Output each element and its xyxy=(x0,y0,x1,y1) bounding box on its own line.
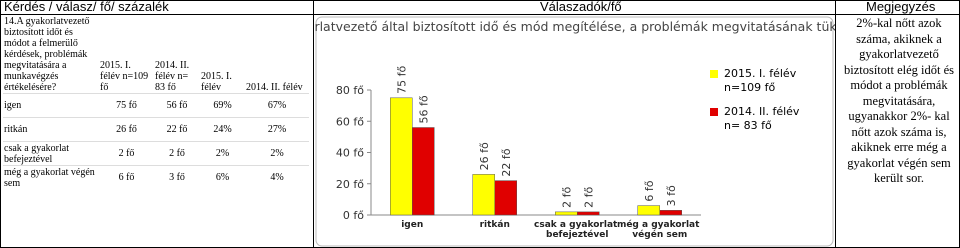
table-cell: ritkán xyxy=(3,117,99,142)
chart: Gyakorlatvezető által biztosított idő és… xyxy=(314,16,835,247)
bar xyxy=(412,127,435,216)
header-cell: 2015. I. félév xyxy=(201,71,232,93)
legend-label: 2014. II. félév n= 83 fő xyxy=(724,105,800,132)
table-row: igen 75 fő 56 fő 69% 67% xyxy=(3,93,309,118)
legend-entry: 2015. I. félév n=109 fő xyxy=(710,67,810,95)
table-cell: 22 fő xyxy=(154,117,200,142)
value-label: 2 fő xyxy=(582,187,595,208)
divider xyxy=(313,0,314,248)
value-label: 26 fő xyxy=(478,142,491,170)
bar xyxy=(577,211,600,216)
table-cell: 3 fő xyxy=(154,165,200,189)
table-cell: 6 fő xyxy=(99,165,154,189)
header-cell: Kérdés / válasz/ fő/ százalék xyxy=(4,0,169,14)
table-cell: 2% xyxy=(200,141,245,166)
table-cell: 2% xyxy=(245,141,309,166)
y-tick-label: 0 fő xyxy=(343,209,364,222)
header-cell: 2014. II. félév n= 83 fő xyxy=(155,60,190,93)
value-label: 22 fő xyxy=(500,148,513,176)
table-cell: 24% xyxy=(200,117,245,142)
y-tick-label: 40 fő xyxy=(336,147,364,160)
table-cell: 4% xyxy=(245,165,309,189)
value-label: 6 fő xyxy=(643,180,656,201)
table-cell: 2 fő xyxy=(99,141,154,166)
table-header-row: 14.A gyakorlatvezető biztosított időt és… xyxy=(3,16,309,94)
divider xyxy=(835,0,836,248)
header-rule xyxy=(0,0,960,15)
legend-swatch xyxy=(710,108,718,116)
y-tick-label: 80 fő xyxy=(336,84,364,97)
value-label: 3 fő xyxy=(665,185,678,206)
y-tick-label: 20 fő xyxy=(336,178,364,191)
header-cell: Válaszadók/fő xyxy=(540,0,622,14)
table-row: csak a gyakorlat befejeztével 2 fő 2 fő 2% 2… xyxy=(3,141,309,166)
value-label: 56 fő xyxy=(417,95,430,123)
legend-entry: 2014. II. félév n= 83 fő xyxy=(710,105,810,133)
table-row: ritkán 26 fő 22 fő 24% 27% xyxy=(3,117,309,142)
bar xyxy=(494,180,517,216)
value-label: 2 fő xyxy=(560,187,573,208)
table-row: még a gyakorlat végén sem 6 fő 3 fő 6% 4% xyxy=(3,165,309,189)
table-cell: 56 fő xyxy=(154,93,200,118)
header-cell: 14.A gyakorlatvezető biztosított időt és… xyxy=(4,16,90,93)
bar xyxy=(555,211,578,216)
x-tick-label: ritkán xyxy=(480,220,510,230)
table-cell: 6% xyxy=(200,165,245,189)
table-cell: 27% xyxy=(245,117,309,142)
note: 2%-kal nőtt azok száma, akiknek a gyakor… xyxy=(843,16,955,185)
x-tick-label: csak a gyakorlat befejeztével xyxy=(534,220,620,240)
table-cell: csak a gyakorlat befejeztével xyxy=(3,141,99,166)
bar xyxy=(659,210,682,216)
value-label: 75 fő xyxy=(395,65,408,93)
table-cell: 67% xyxy=(245,93,309,118)
y-tick-label: 60 fő xyxy=(336,115,364,128)
header-cell: Megjegyzés xyxy=(866,0,936,14)
table-cell: igen xyxy=(3,93,99,118)
header-cell: 2015. I. félév n=109 fő xyxy=(100,60,149,93)
bar xyxy=(637,205,660,216)
chart-frame xyxy=(315,16,834,247)
table-cell: 26 fő xyxy=(99,117,154,142)
table-cell: 2 fő xyxy=(154,141,200,166)
bar xyxy=(472,174,495,216)
x-tick-label: még a gyakorlat végén sem xyxy=(617,219,703,240)
table-cell: 75 fő xyxy=(99,93,154,118)
legend-swatch xyxy=(710,70,718,78)
table-cell: még a gyakorlat végén sem xyxy=(3,165,99,189)
chart-title: Gyakorlatvezető által biztosított idő és… xyxy=(314,19,835,34)
answer-table: 14.A gyakorlatvezető biztosított időt és… xyxy=(3,16,309,189)
header-cell: 2014. II. félév xyxy=(246,82,303,93)
table-cell: 69% xyxy=(200,93,245,118)
bar xyxy=(390,97,413,216)
x-tick-label: igen xyxy=(401,220,423,230)
legend-label: 2015. I. félév n=109 fő xyxy=(724,67,797,94)
